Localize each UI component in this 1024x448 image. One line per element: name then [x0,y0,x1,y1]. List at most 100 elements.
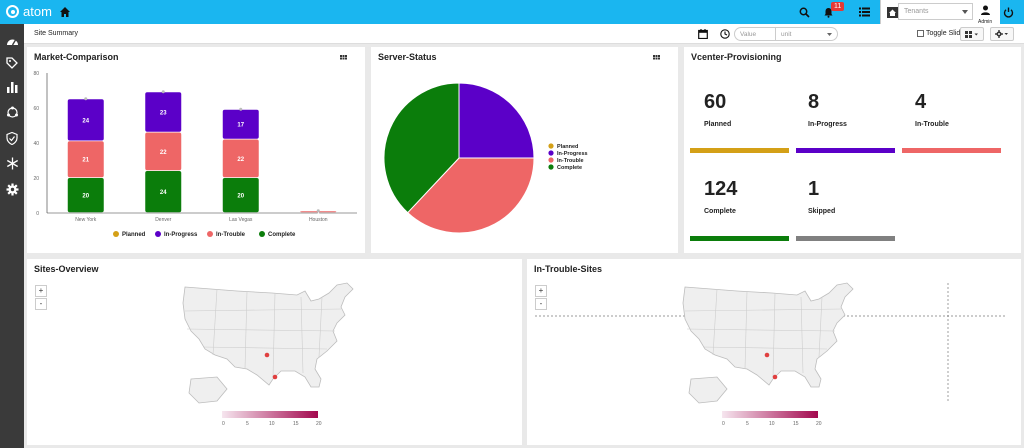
legend-swatch [548,157,554,163]
bar-segment[interactable] [145,132,182,171]
bar-data-label: 23 [160,110,167,116]
legend-swatch [113,231,119,237]
bar-data-label: 24 [82,118,89,124]
scale-tick: 5 [246,421,249,427]
scale-tick: 15 [793,421,799,427]
scale-tick: 5 [746,421,749,427]
sidebar [0,24,24,448]
scale-tick: 0 [722,421,725,427]
shield-check-icon[interactable] [4,130,20,146]
chevron-down-icon [827,33,832,36]
zoom-in-button[interactable]: + [35,285,47,297]
skipped-bar [796,236,895,241]
in-trouble-count: 4 [915,91,927,113]
bar-segment[interactable] [67,99,104,141]
snowflake-icon[interactable] [4,155,20,171]
calendar-icon[interactable] [697,28,709,40]
user-menu[interactable]: Admin [978,2,992,25]
bar-data-label: 1 [317,210,321,216]
bar-total-marker [84,97,88,101]
server-status-panel: Server-Status Planned In-Progress In-Troub… [371,47,678,253]
complete-label: Complete [704,208,736,215]
search-icon[interactable] [796,4,812,20]
legend-label[interactable]: Planned [122,232,146,238]
settings-dropdown-button[interactable] [990,27,1014,41]
legend-label[interactable]: In-Progress [164,232,198,238]
in-progress-bar [796,148,895,153]
zoom-out-button[interactable]: - [535,298,547,310]
bar-segment[interactable] [222,139,259,178]
scale-tick: 20 [816,421,822,427]
sub-header: Site Summary Value unit Toggle Slideshow [24,24,1024,44]
app-name: atom [23,4,52,19]
complete-bar [690,236,789,241]
in-trouble-label: In-Trouble [915,121,949,128]
grid-menu-icon[interactable] [653,55,660,62]
y-tick-label: 80 [33,71,39,77]
layout-dropdown-button[interactable] [960,27,984,41]
bar-segment[interactable] [67,178,104,213]
bar-data-label: 22 [237,157,244,163]
legend-swatch [548,143,554,149]
slideshow-checkbox[interactable] [917,30,924,37]
app-logo[interactable]: atom [6,4,52,19]
value-input[interactable]: Value [734,27,776,41]
panel-title: Market-Comparison [34,52,119,62]
market-bar-chart: 0 20 40 60 80 20 21 24 New York 24 22 23 Denver 20 22 1… [33,71,357,238]
us-map [682,282,854,404]
complete-count: 124 [704,178,738,200]
pie-slice[interactable] [458,82,535,159]
zoom-in-button[interactable]: + [535,285,547,297]
slideshow-toggle[interactable]: Toggle Slideshow [917,30,980,37]
power-icon[interactable] [1000,4,1016,20]
bar-segment[interactable] [145,92,182,132]
chevron-down-icon [962,10,968,14]
bar-segment[interactable] [222,109,259,139]
panel-title: Server-Status [378,52,437,62]
legend-label[interactable]: In-Progress [557,151,588,157]
legend-label[interactable]: Complete [557,165,582,171]
slideshow-label: Toggle Slideshow [926,30,981,37]
pie-slice[interactable] [383,82,460,214]
dashboard-icon[interactable] [4,32,20,48]
scale-tick: 10 [769,421,775,427]
tenant-placeholder: Tenants [904,8,929,15]
bar-segment[interactable] [145,171,182,213]
page-title: Site Summary [34,30,78,37]
planned-count: 60 [704,91,727,113]
bell-icon[interactable] [820,4,836,20]
legend-label[interactable]: Complete [268,232,296,238]
bar-chart-icon[interactable] [4,79,20,95]
value-placeholder: Value [740,31,757,38]
clock-icon[interactable] [719,28,731,40]
y-tick-label: 40 [33,141,39,147]
bar-segment[interactable] [67,141,104,178]
legend-label[interactable]: In-Trouble [216,232,246,238]
scale-tick: 20 [316,421,322,427]
scale-tick: 0 [222,421,225,427]
tenant-select[interactable]: Tenants [898,3,973,20]
top-bar: atom 11 Tenants Admin [0,0,1024,25]
unit-select[interactable]: unit [776,27,838,41]
zoom-out-button[interactable]: - [35,298,47,310]
bar-segment[interactable] [222,178,259,213]
legend-label[interactable]: In-Trouble [557,158,584,164]
map-color-scale [222,411,318,418]
x-tick-label: Houston [309,217,328,223]
market-comparison-panel: Market-Comparison 0 20 40 60 80 20 21 24 New Yor… [27,47,365,253]
bar-data-label: 20 [82,194,89,200]
list-icon[interactable] [856,4,872,20]
legend-label[interactable]: Planned [557,144,578,150]
grid-menu-icon[interactable] [340,55,347,62]
pie-slice[interactable] [406,157,535,234]
in-progress-count: 8 [808,91,820,113]
home-icon[interactable] [57,4,73,20]
tag-icon[interactable] [4,55,20,71]
settings-gear-icon[interactable] [4,181,20,197]
us-map [182,282,354,404]
network-icon[interactable] [4,104,20,120]
legend-swatch [259,231,265,237]
tenant-home-icon [884,4,900,20]
layout-grid-icon [965,30,978,38]
planned-label: Planned [704,121,732,128]
